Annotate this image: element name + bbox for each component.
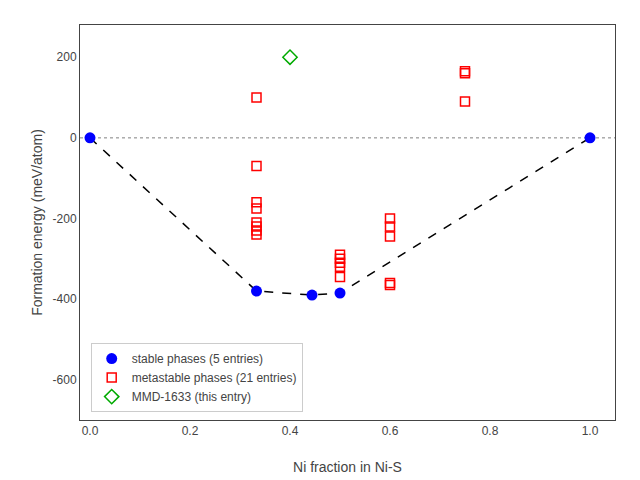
svg-text:0.2: 0.2 <box>182 424 199 438</box>
svg-text:0: 0 <box>70 131 77 145</box>
svg-text:-600: -600 <box>53 373 77 387</box>
svg-text:200: 200 <box>57 50 77 64</box>
svg-text:MMD-1633 (this entry): MMD-1633 (this entry) <box>132 390 251 404</box>
svg-text:stable phases (5 entries): stable phases (5 entries) <box>132 352 263 366</box>
svg-text:-400: -400 <box>53 292 77 306</box>
svg-text:0.8: 0.8 <box>482 424 499 438</box>
svg-text:metastable phases (21 entries): metastable phases (21 entries) <box>132 371 297 385</box>
svg-text:0.4: 0.4 <box>282 424 299 438</box>
svg-text:Formation energy (meV/atom): Formation energy (meV/atom) <box>29 129 45 316</box>
svg-text:Ni fraction in Ni-S: Ni fraction in Ni-S <box>293 459 402 475</box>
svg-text:1.0: 1.0 <box>582 424 599 438</box>
svg-text:0.6: 0.6 <box>382 424 399 438</box>
svg-text:0.0: 0.0 <box>82 424 99 438</box>
svg-text:-200: -200 <box>53 212 77 226</box>
